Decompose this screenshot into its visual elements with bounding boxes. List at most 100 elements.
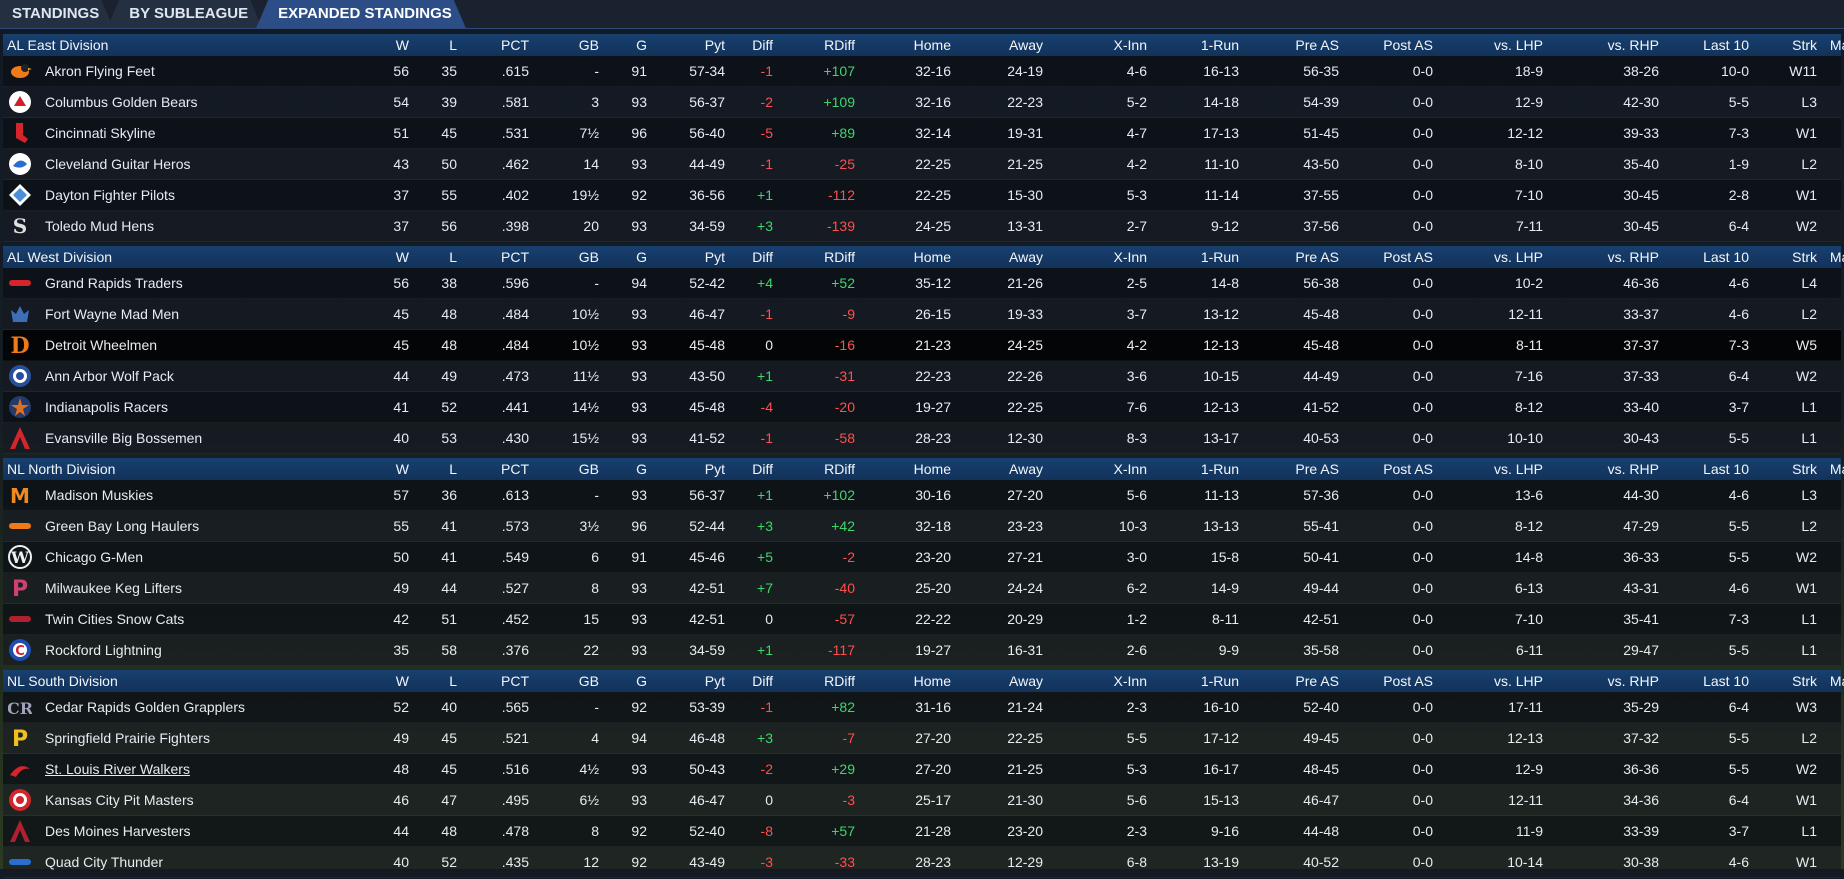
column-header-pre-as[interactable]: Pre AS (1295, 461, 1339, 477)
column-header-gb[interactable]: GB (578, 673, 599, 689)
column-header-vs-lhp[interactable]: vs. LHP (1493, 249, 1543, 265)
team-name-link[interactable]: Columbus Golden Bears (45, 94, 198, 110)
column-header-x-inn[interactable]: X-Inn (1113, 249, 1147, 265)
column-header-home[interactable]: Home (913, 37, 951, 53)
team-row[interactable]: St. Louis River Walkers 48 45 .516 4½ 93 50-43… (3, 754, 1841, 785)
column-header-one-run[interactable]: 1-Run (1200, 461, 1239, 477)
team-name-link[interactable]: Cedar Rapids Golden Grapplers (45, 699, 245, 715)
column-header-diff[interactable]: Diff (752, 37, 773, 53)
team-name-link[interactable]: Grand Rapids Traders (45, 275, 183, 291)
column-header-pre-as[interactable]: Pre AS (1295, 249, 1339, 265)
column-header-l[interactable]: L (449, 461, 457, 477)
team-row[interactable]: Des Moines Harvesters 44 48 .478 8 92 52-40 -8 +… (3, 816, 1841, 847)
column-header-diff[interactable]: Diff (752, 461, 773, 477)
team-row[interactable]: Quad City Thunder 40 52 .435 12 92 43-49 -3 -33 2… (3, 847, 1841, 878)
team-name-link[interactable]: Rockford Lightning (45, 642, 162, 658)
team-name-link[interactable]: Chicago G-Men (45, 549, 144, 565)
column-header-vs-rhp[interactable]: vs. RHP (1607, 673, 1659, 689)
team-row[interactable]: C Rockford Lightning 35 58 .376 22 93 34-59 +1 -1… (3, 635, 1841, 666)
team-row[interactable]: Cincinnati Skyline 51 45 .531 7½ 96 56-40 -5 +89… (3, 118, 1841, 149)
column-header-vs-rhp[interactable]: vs. RHP (1607, 249, 1659, 265)
column-header-pre-as[interactable]: Pre AS (1295, 37, 1339, 53)
column-header-away[interactable]: Away (1009, 249, 1043, 265)
team-row[interactable]: Kansas City Pit Masters 46 47 .495 6½ 93 46-47… (3, 785, 1841, 816)
team-name-link[interactable]: Evansville Big Bossemen (45, 430, 203, 446)
column-header-magic[interactable]: Magic# (1829, 249, 1844, 265)
column-header-post-as[interactable]: Post AS (1383, 249, 1433, 265)
team-name-link[interactable]: Green Bay Long Haulers (45, 518, 200, 534)
team-name-link[interactable]: Cincinnati Skyline (45, 125, 156, 141)
team-name-link[interactable]: Indianapolis Racers (45, 399, 168, 415)
column-header-w[interactable]: W (395, 249, 409, 265)
column-header-away[interactable]: Away (1009, 461, 1043, 477)
tab-standings[interactable]: STANDINGS (0, 0, 113, 28)
column-header-vs-lhp[interactable]: vs. LHP (1493, 673, 1543, 689)
column-header-w[interactable]: W (395, 461, 409, 477)
column-header-pct[interactable]: PCT (501, 673, 529, 689)
column-header-l[interactable]: L (449, 37, 457, 53)
column-header-pct[interactable]: PCT (501, 249, 529, 265)
column-header-g[interactable]: G (636, 37, 647, 53)
team-row[interactable]: Dayton Fighter Pilots 37 55 .402 19½ 92 36-56 +… (3, 180, 1841, 211)
team-row[interactable]: M Madison Muskies 57 36 .613 - 93 56-37 +1 +102 30… (3, 480, 1841, 511)
column-header-vs-lhp[interactable]: vs. LHP (1493, 37, 1543, 53)
column-header-diff[interactable]: Diff (752, 249, 773, 265)
column-header-magic[interactable]: Magic# (1829, 461, 1844, 477)
team-row[interactable]: Ann Arbor Wolf Pack 44 49 .473 11½ 93 43-50 +1 -… (3, 361, 1841, 392)
team-row[interactable]: Columbus Golden Bears 54 39 .581 3 93 56-37 -2 +… (3, 87, 1841, 118)
column-header-rdiff[interactable]: RDiff (824, 673, 855, 689)
team-name-link[interactable]: Ann Arbor Wolf Pack (45, 368, 174, 384)
column-header-pre-as[interactable]: Pre AS (1295, 673, 1339, 689)
column-header-strk[interactable]: Strk (1792, 673, 1817, 689)
team-row[interactable]: CR Cedar Rapids Golden Grapplers 52 40 .565 -… (3, 692, 1841, 723)
tab-expanded-standings[interactable]: EXPANDED STANDINGS (256, 0, 466, 28)
tab-by-subleague[interactable]: BY SUBLEAGUE (107, 0, 262, 28)
column-header-l[interactable]: L (449, 673, 457, 689)
column-header-one-run[interactable]: 1-Run (1200, 37, 1239, 53)
team-row[interactable]: P Springfield Prairie Fighters 49 45 .521 4 94… (3, 723, 1841, 754)
column-header-pyt[interactable]: Pyt (704, 249, 725, 265)
column-header-last-10[interactable]: Last 10 (1703, 673, 1749, 689)
column-header-one-run[interactable]: 1-Run (1200, 249, 1239, 265)
column-header-x-inn[interactable]: X-Inn (1113, 461, 1147, 477)
column-header-last-10[interactable]: Last 10 (1703, 461, 1749, 477)
team-row[interactable]: Green Bay Long Haulers 55 41 .573 3½ 96 52-44 +… (3, 511, 1841, 542)
team-row[interactable]: Fort Wayne Mad Men 45 48 .484 10½ 93 46-47 -1 -9… (3, 299, 1841, 330)
column-header-pyt[interactable]: Pyt (704, 37, 725, 53)
column-header-pyt[interactable]: Pyt (704, 673, 725, 689)
column-header-home[interactable]: Home (913, 249, 951, 265)
team-row[interactable]: S Toledo Mud Hens 37 56 .398 20 93 34-59 +3 -139 2… (3, 211, 1841, 242)
team-name-link[interactable]: Detroit Wheelmen (45, 337, 158, 353)
column-header-post-as[interactable]: Post AS (1383, 37, 1433, 53)
team-name-link[interactable]: Quad City Thunder (45, 854, 164, 870)
team-name-link[interactable]: Springfield Prairie Fighters (45, 730, 210, 746)
column-header-last-10[interactable]: Last 10 (1703, 37, 1749, 53)
team-name-link[interactable]: St. Louis River Walkers (45, 761, 190, 777)
column-header-strk[interactable]: Strk (1792, 461, 1817, 477)
column-header-g[interactable]: G (636, 461, 647, 477)
column-header-g[interactable]: G (636, 249, 647, 265)
column-header-x-inn[interactable]: X-Inn (1113, 673, 1147, 689)
team-row[interactable]: W Chicago G-Men 50 41 .549 6 91 45-46 +5 -2 23-20 2… (3, 542, 1841, 573)
column-header-x-inn[interactable]: X-Inn (1113, 37, 1147, 53)
column-header-l[interactable]: L (449, 249, 457, 265)
team-name-link[interactable]: Des Moines Harvesters (45, 823, 191, 839)
column-header-vs-rhp[interactable]: vs. RHP (1607, 37, 1659, 53)
team-row[interactable]: Akron Flying Feet 56 35 .615 - 91 57-34 -1 +107 3… (3, 56, 1841, 87)
team-name-link[interactable]: Dayton Fighter Pilots (45, 187, 175, 203)
column-header-diff[interactable]: Diff (752, 673, 773, 689)
column-header-pyt[interactable]: Pyt (704, 461, 725, 477)
column-header-post-as[interactable]: Post AS (1383, 461, 1433, 477)
column-header-home[interactable]: Home (913, 461, 951, 477)
column-header-magic[interactable]: Magic# (1829, 673, 1844, 689)
column-header-magic[interactable]: Magic# (1829, 37, 1844, 53)
column-header-rdiff[interactable]: RDiff (824, 461, 855, 477)
column-header-w[interactable]: W (395, 673, 409, 689)
team-row[interactable]: Grand Rapids Traders 56 38 .596 - 94 52-42 +4 +5… (3, 268, 1841, 299)
team-name-link[interactable]: Toledo Mud Hens (45, 218, 154, 234)
column-header-away[interactable]: Away (1009, 673, 1043, 689)
column-header-home[interactable]: Home (913, 673, 951, 689)
column-header-w[interactable]: W (395, 37, 409, 53)
team-name-link[interactable]: Milwaukee Keg Lifters (45, 580, 182, 596)
team-row[interactable]: Evansville Big Bossemen 40 53 .430 15½ 93 41-5… (3, 423, 1841, 454)
